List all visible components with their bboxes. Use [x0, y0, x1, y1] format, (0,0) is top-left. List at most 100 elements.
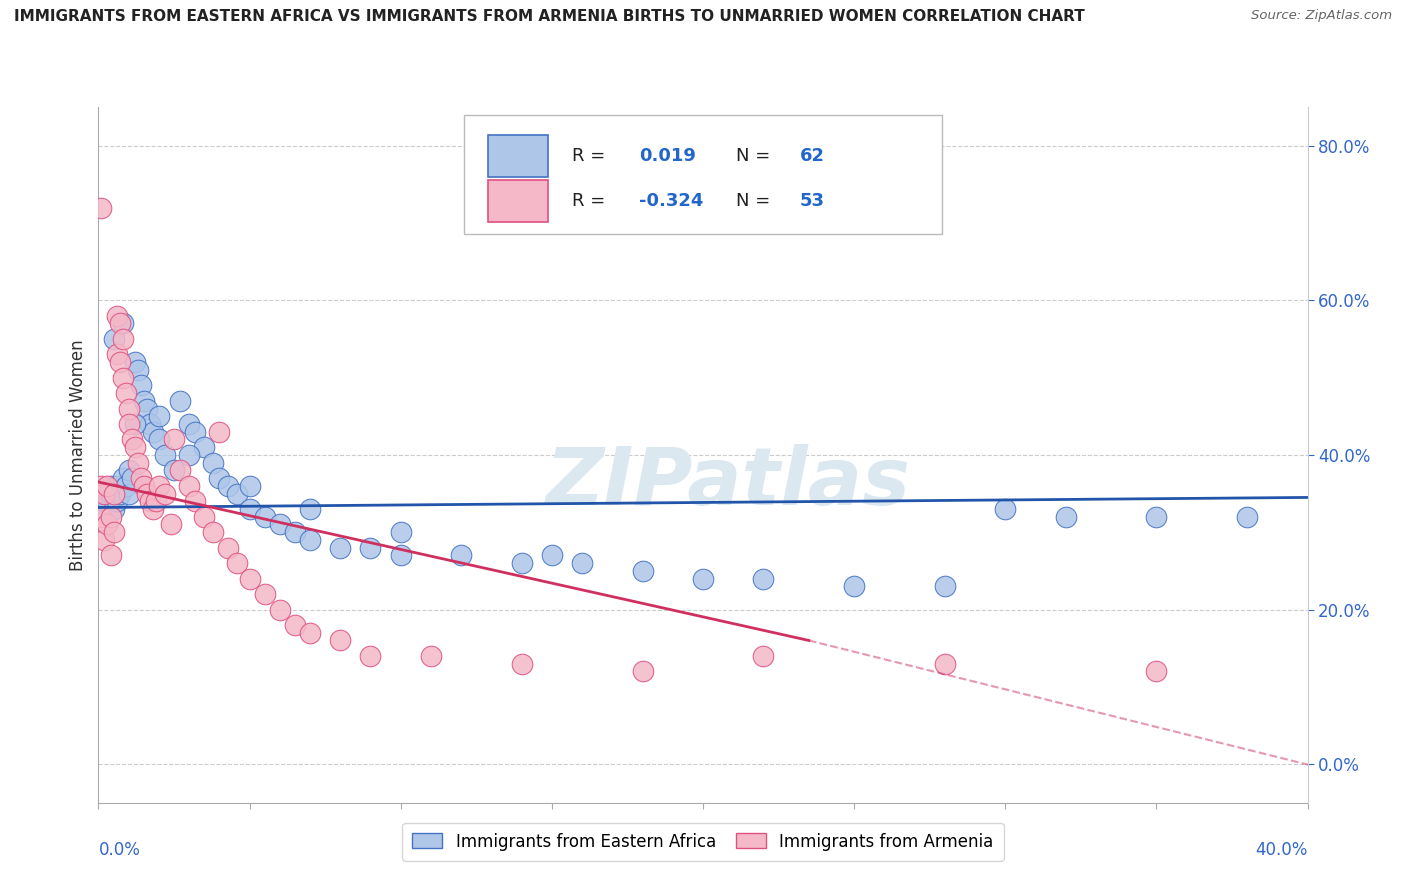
Point [93, 486, 115, 500]
Point [105, 494, 128, 508]
Point [114, 479, 136, 493]
Point [153, 448, 176, 462]
Legend: Immigrants from Eastern Africa, Immigrants from Armenia: Immigrants from Eastern Africa, Immigran… [402, 822, 1004, 861]
Point [571, 556, 593, 570]
Point [90, 502, 112, 516]
Point [111, 332, 134, 346]
Point [844, 579, 866, 593]
Point [450, 549, 472, 563]
Point [169, 393, 191, 408]
Point [208, 471, 231, 485]
Point [179, 448, 201, 462]
Point [108, 317, 131, 331]
Point [389, 549, 412, 563]
Y-axis label: Births to Unmarried Women: Births to Unmarried Women [69, 339, 87, 571]
Point [103, 525, 125, 540]
Point [127, 363, 149, 377]
Point [108, 355, 131, 369]
Point [145, 494, 167, 508]
Point [934, 657, 956, 671]
Point [129, 471, 152, 485]
Point [1144, 509, 1167, 524]
Point [124, 355, 146, 369]
Point [96, 479, 118, 493]
Point [163, 463, 186, 477]
Point [100, 549, 122, 563]
Point [142, 425, 165, 439]
Point [752, 572, 775, 586]
Point [160, 517, 183, 532]
Point [96, 486, 118, 500]
Text: IMMIGRANTS FROM EASTERN AFRICA VS IMMIGRANTS FROM ARMENIA BIRTHS TO UNMARRIED WO: IMMIGRANTS FROM EASTERN AFRICA VS IMMIGR… [14, 9, 1085, 24]
Point [132, 479, 155, 493]
Point [129, 378, 152, 392]
Point [269, 517, 291, 532]
Point [111, 471, 134, 485]
Point [329, 633, 352, 648]
Point [179, 479, 201, 493]
Point [135, 486, 157, 500]
Point [202, 456, 225, 470]
Point [124, 440, 146, 454]
Point [994, 502, 1017, 516]
Point [124, 417, 146, 431]
Point [510, 657, 533, 671]
Point [103, 332, 125, 346]
Point [184, 425, 207, 439]
Point [217, 541, 239, 555]
Point [100, 509, 122, 524]
Point [389, 525, 412, 540]
Point [121, 433, 143, 447]
FancyBboxPatch shape [488, 135, 548, 177]
Text: N =: N = [735, 192, 776, 210]
Text: 0.019: 0.019 [638, 147, 696, 165]
Point [208, 425, 231, 439]
Point [184, 494, 207, 508]
Point [148, 409, 170, 424]
Point [148, 479, 170, 493]
Text: R =: R = [572, 147, 612, 165]
Point [299, 625, 322, 640]
Text: -0.324: -0.324 [638, 192, 703, 210]
Point [96, 494, 118, 508]
Point [284, 525, 307, 540]
Point [90, 509, 112, 524]
Point [420, 648, 443, 663]
Point [752, 648, 775, 663]
Point [179, 417, 201, 431]
Point [132, 393, 155, 408]
Text: 53: 53 [800, 192, 825, 210]
Point [100, 479, 122, 493]
Point [239, 502, 262, 516]
Point [631, 665, 654, 679]
Point [1144, 665, 1167, 679]
Text: 40.0%: 40.0% [1256, 841, 1308, 859]
Point [226, 556, 249, 570]
Text: ZIPatlas: ZIPatlas [544, 443, 910, 522]
Point [103, 486, 125, 500]
Point [111, 317, 134, 331]
Text: Source: ZipAtlas.com: Source: ZipAtlas.com [1251, 9, 1392, 22]
Point [193, 440, 215, 454]
Point [118, 401, 141, 416]
FancyBboxPatch shape [488, 180, 548, 222]
Point [239, 572, 262, 586]
Point [360, 648, 382, 663]
Point [1236, 509, 1258, 524]
Point [121, 471, 143, 485]
Point [299, 533, 322, 547]
Point [163, 433, 186, 447]
Point [253, 587, 276, 601]
Point [135, 401, 157, 416]
Point [103, 502, 125, 516]
Point [284, 618, 307, 632]
Point [153, 486, 176, 500]
Point [253, 509, 276, 524]
Point [217, 479, 239, 493]
Point [114, 386, 136, 401]
Point [142, 502, 165, 516]
Point [100, 486, 122, 500]
Point [118, 463, 141, 477]
Point [90, 479, 112, 493]
Point [139, 417, 162, 431]
